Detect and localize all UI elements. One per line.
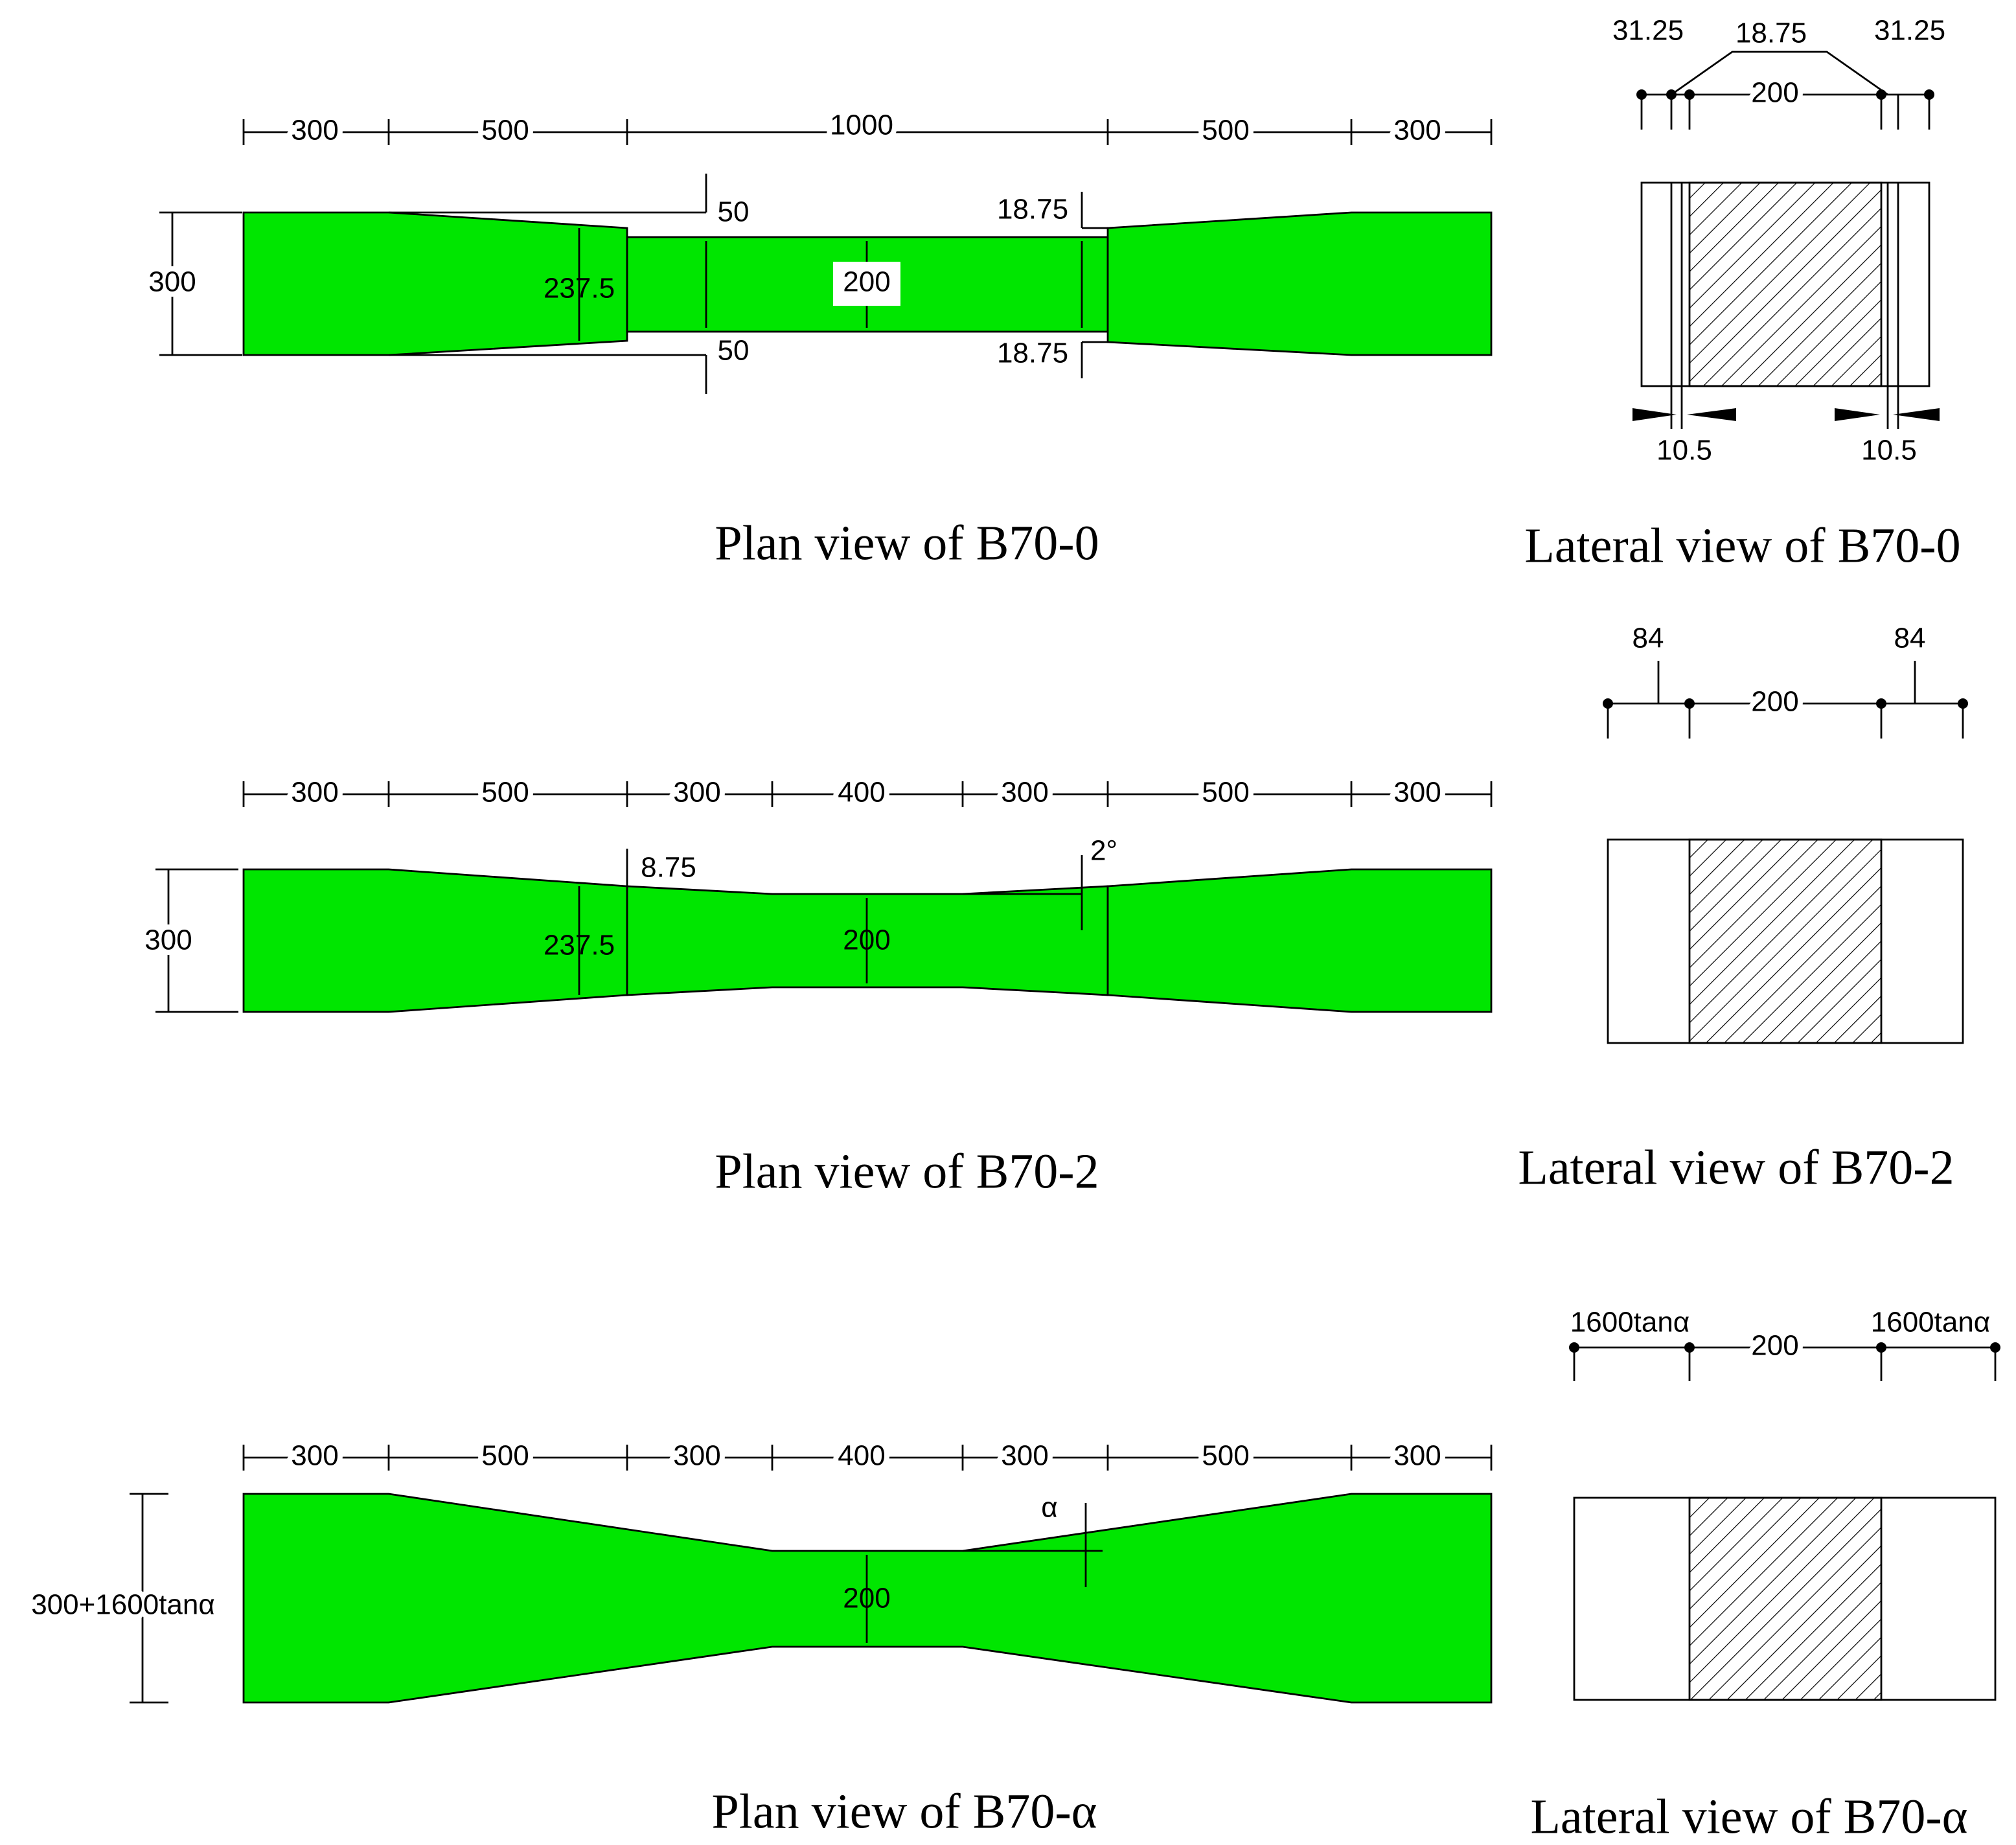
plan-dimension-label: 2° (1090, 835, 1117, 867)
plan-dimension-label: 400 (838, 777, 885, 808)
lateral-dimension-label: 10.5 (1861, 435, 1917, 466)
lateral-1-shapes (1603, 661, 1968, 1044)
lateral-0-shapes (1632, 51, 1940, 429)
lateral-dimension-label: 18.75 (1735, 17, 1807, 49)
plan-caption: Plan view of B70-0 (715, 516, 1099, 570)
lateral-dimension-label: 200 (1751, 77, 1798, 109)
plan-dimension-label: 300 (673, 777, 720, 808)
plan-dimension-label: 300 (148, 266, 196, 298)
plan-dimension-label: 300 (291, 1440, 338, 1472)
lateral-2-shapes (1569, 1342, 2000, 1701)
plan-dimension-label: 300 (1393, 1440, 1441, 1472)
plan-dimension-label: 50 (718, 335, 750, 367)
plan-0-shapes (159, 119, 1493, 394)
plan-dimension-label: 200 (843, 924, 890, 956)
plan-dimension-label: 237.5 (544, 273, 615, 304)
lateral-dimension-label: 84 (1894, 623, 1926, 654)
plan-dimension-label: 300 (1393, 777, 1441, 808)
plan-dimension-label: 18.75 (997, 338, 1068, 369)
plan-dimension-label: 300 (673, 1440, 720, 1472)
plan-dimension-label: 300 (1393, 115, 1441, 146)
plan-caption: Plan view of B70-α (712, 1784, 1097, 1839)
plan-2-shapes (130, 1445, 1493, 1704)
plan-dimension-label: 500 (1202, 777, 1249, 808)
plan-dimension-label: α (1041, 1492, 1057, 1524)
plan-dimension-label: 300 (1001, 777, 1048, 808)
plan-dimension-label: 400 (838, 1440, 885, 1472)
lateral-dimension-label: 200 (1751, 1330, 1798, 1362)
lateral-caption: Lateral view of B70-0 (1524, 518, 1960, 573)
lateral-dimension-label: 84 (1632, 623, 1664, 654)
plan-dimension-label: 1000 (830, 109, 893, 141)
plan-dimension-label: 200 (843, 266, 890, 298)
plan-1-shapes (155, 781, 1493, 1013)
lateral-caption: Lateral view of B70-α (1530, 1789, 1967, 1844)
lateral-dimension-label: 1600tanα (1570, 1307, 1690, 1338)
plan-dimension-label: 300+1600tanα (31, 1589, 215, 1621)
plan-dimension-label: 300 (144, 924, 192, 956)
plan-dimension-label: 8.75 (641, 852, 696, 884)
lateral-dimension-label: 31.25 (1874, 15, 1945, 47)
plan-dimension-label: 500 (481, 777, 529, 808)
plan-dimension-label: 500 (481, 115, 529, 146)
plan-dimension-label: 300 (291, 115, 338, 146)
plan-dimension-label: 500 (1202, 115, 1249, 146)
lateral-dimension-label: 31.25 (1612, 15, 1684, 47)
plan-dimension-label: 300 (1001, 1440, 1048, 1472)
plan-dimension-label: 18.75 (997, 194, 1068, 225)
plan-caption: Plan view of B70-2 (715, 1144, 1099, 1198)
lateral-dimension-label: 200 (1751, 686, 1798, 718)
plan-dimension-label: 300 (291, 777, 338, 808)
plan-dimension-label: 200 (843, 1583, 890, 1614)
plan-dimension-label: 50 (718, 196, 750, 228)
plan-dimension-label: 500 (1202, 1440, 1249, 1472)
lateral-caption: Lateral view of B70-2 (1518, 1140, 1954, 1195)
lateral-dimension-label: 1600tanα (1871, 1307, 1991, 1338)
plan-dimension-label: 500 (481, 1440, 529, 1472)
plan-dimension-label: 237.5 (544, 930, 615, 961)
lateral-dimension-label: 10.5 (1656, 435, 1712, 466)
